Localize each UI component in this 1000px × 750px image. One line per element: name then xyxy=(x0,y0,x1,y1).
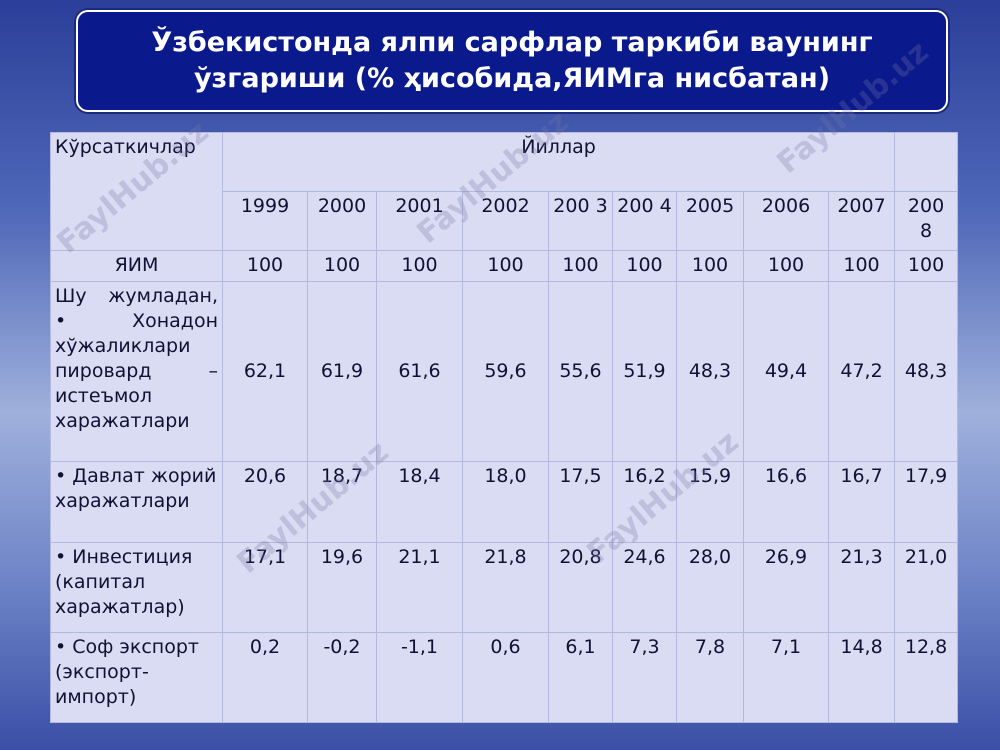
value-cell: 26,9 xyxy=(743,542,829,633)
header-indicators: Кўрсаткичлар xyxy=(50,132,223,251)
value-cell: -0,2 xyxy=(307,632,377,723)
value-cell: 100 xyxy=(676,250,744,282)
value-cell: 0,6 xyxy=(462,632,549,723)
value-cell: 21,8 xyxy=(462,542,549,633)
value-cell: 7,8 xyxy=(676,632,744,723)
value-cell: 51,9 xyxy=(612,281,677,462)
year-cell: 2001 xyxy=(376,191,463,251)
value-cell: 61,9 xyxy=(307,281,377,462)
value-cell: 6,1 xyxy=(548,632,613,723)
value-cell: 17,9 xyxy=(894,461,959,543)
value-cell: 61,6 xyxy=(376,281,463,462)
value-cell: 17,1 xyxy=(222,542,308,633)
value-cell: 55,6 xyxy=(548,281,613,462)
year-cell: 2002 xyxy=(462,191,549,251)
value-cell: 19,6 xyxy=(307,542,377,633)
year-cell: 2005 xyxy=(676,191,744,251)
value-cell: 20,8 xyxy=(548,542,613,633)
value-cell: 100 xyxy=(894,250,959,282)
value-cell: 20,6 xyxy=(222,461,308,543)
value-cell: 100 xyxy=(612,250,677,282)
value-cell: 16,7 xyxy=(827,461,896,543)
value-cell: -1,1 xyxy=(376,632,463,723)
value-cell: 100 xyxy=(827,250,896,282)
row-label: • Соф экспорт (экспорт-импорт) xyxy=(50,632,223,723)
value-cell: 48,3 xyxy=(676,281,744,462)
table-row: ЯИМ 100 100 100 100 100 100 100 100 100 … xyxy=(50,250,959,282)
value-cell: 12,8 xyxy=(894,632,959,723)
value-cell: 16,6 xyxy=(743,461,829,543)
value-cell: 18,0 xyxy=(462,461,549,543)
expenditure-table: Кўрсаткичлар Йиллар 1999 2000 2001 2002 … xyxy=(50,132,959,723)
value-cell: 18,7 xyxy=(307,461,377,543)
row-label: Шу жумладан, • Хонадон хўжаликлари пиров… xyxy=(50,281,223,462)
value-cell: 48,3 xyxy=(894,281,959,462)
table-header-row: Кўрсаткичлар Йиллар xyxy=(50,132,959,251)
table-row: • Давлат жорий харажатлари 20,6 18,7 18,… xyxy=(50,461,959,543)
year-cell: 2007 xyxy=(827,191,896,251)
row-label: ЯИМ xyxy=(50,250,223,282)
title-line-2: ўзгариши (% ҳисобида,ЯИМга нисбатан) xyxy=(193,63,831,94)
title-line-1: Ўзбекистонда ялпи сарфлар таркиби ваунин… xyxy=(151,27,873,58)
value-cell: 21,3 xyxy=(827,542,896,633)
year-cell: 2000 xyxy=(307,191,377,251)
value-cell: 100 xyxy=(743,250,829,282)
value-cell: 100 xyxy=(222,250,308,282)
value-cell: 100 xyxy=(376,250,463,282)
value-cell: 100 xyxy=(462,250,549,282)
value-cell: 49,4 xyxy=(743,281,829,462)
year-cell: 200 4 xyxy=(612,191,677,251)
value-cell: 21,0 xyxy=(894,542,959,633)
value-cell: 14,8 xyxy=(827,632,896,723)
value-cell: 62,1 xyxy=(222,281,308,462)
value-cell: 28,0 xyxy=(676,542,744,633)
row-label: • Инвестиция (капитал харажатлар) xyxy=(50,542,223,633)
value-cell: 59,6 xyxy=(462,281,549,462)
value-cell: 15,9 xyxy=(676,461,744,543)
table-row: • Инвестиция (капитал харажатлар) 17,1 1… xyxy=(50,542,959,633)
value-cell: 100 xyxy=(307,250,377,282)
years-row: 1999 2000 2001 2002 200 3 200 4 2005 200… xyxy=(51,191,959,251)
year-cell: 1999 xyxy=(222,191,308,251)
header-empty-cell xyxy=(894,132,959,192)
year-cell: 200 8 xyxy=(894,191,959,251)
value-cell: 47,2 xyxy=(827,281,896,462)
slide-title: Ўзбекистонда ялпи сарфлар таркиби ваунин… xyxy=(76,10,948,112)
value-cell: 17,5 xyxy=(548,461,613,543)
value-cell: 21,1 xyxy=(376,542,463,633)
value-cell: 0,2 xyxy=(222,632,308,723)
value-cell: 7,3 xyxy=(612,632,677,723)
value-cell: 100 xyxy=(548,250,613,282)
row-label: • Давлат жорий харажатлари xyxy=(50,461,223,543)
header-years: Йиллар xyxy=(221,132,896,192)
value-cell: 7,1 xyxy=(743,632,829,723)
value-cell: 16,2 xyxy=(612,461,677,543)
table-row: Шу жумладан, • Хонадон хўжаликлари пиров… xyxy=(50,281,959,462)
table-row: • Соф экспорт (экспорт-импорт) 0,2 -0,2 … xyxy=(50,632,959,723)
value-cell: 24,6 xyxy=(612,542,677,633)
year-cell: 200 3 xyxy=(548,191,613,251)
value-cell: 18,4 xyxy=(376,461,463,543)
year-cell: 2006 xyxy=(743,191,829,251)
